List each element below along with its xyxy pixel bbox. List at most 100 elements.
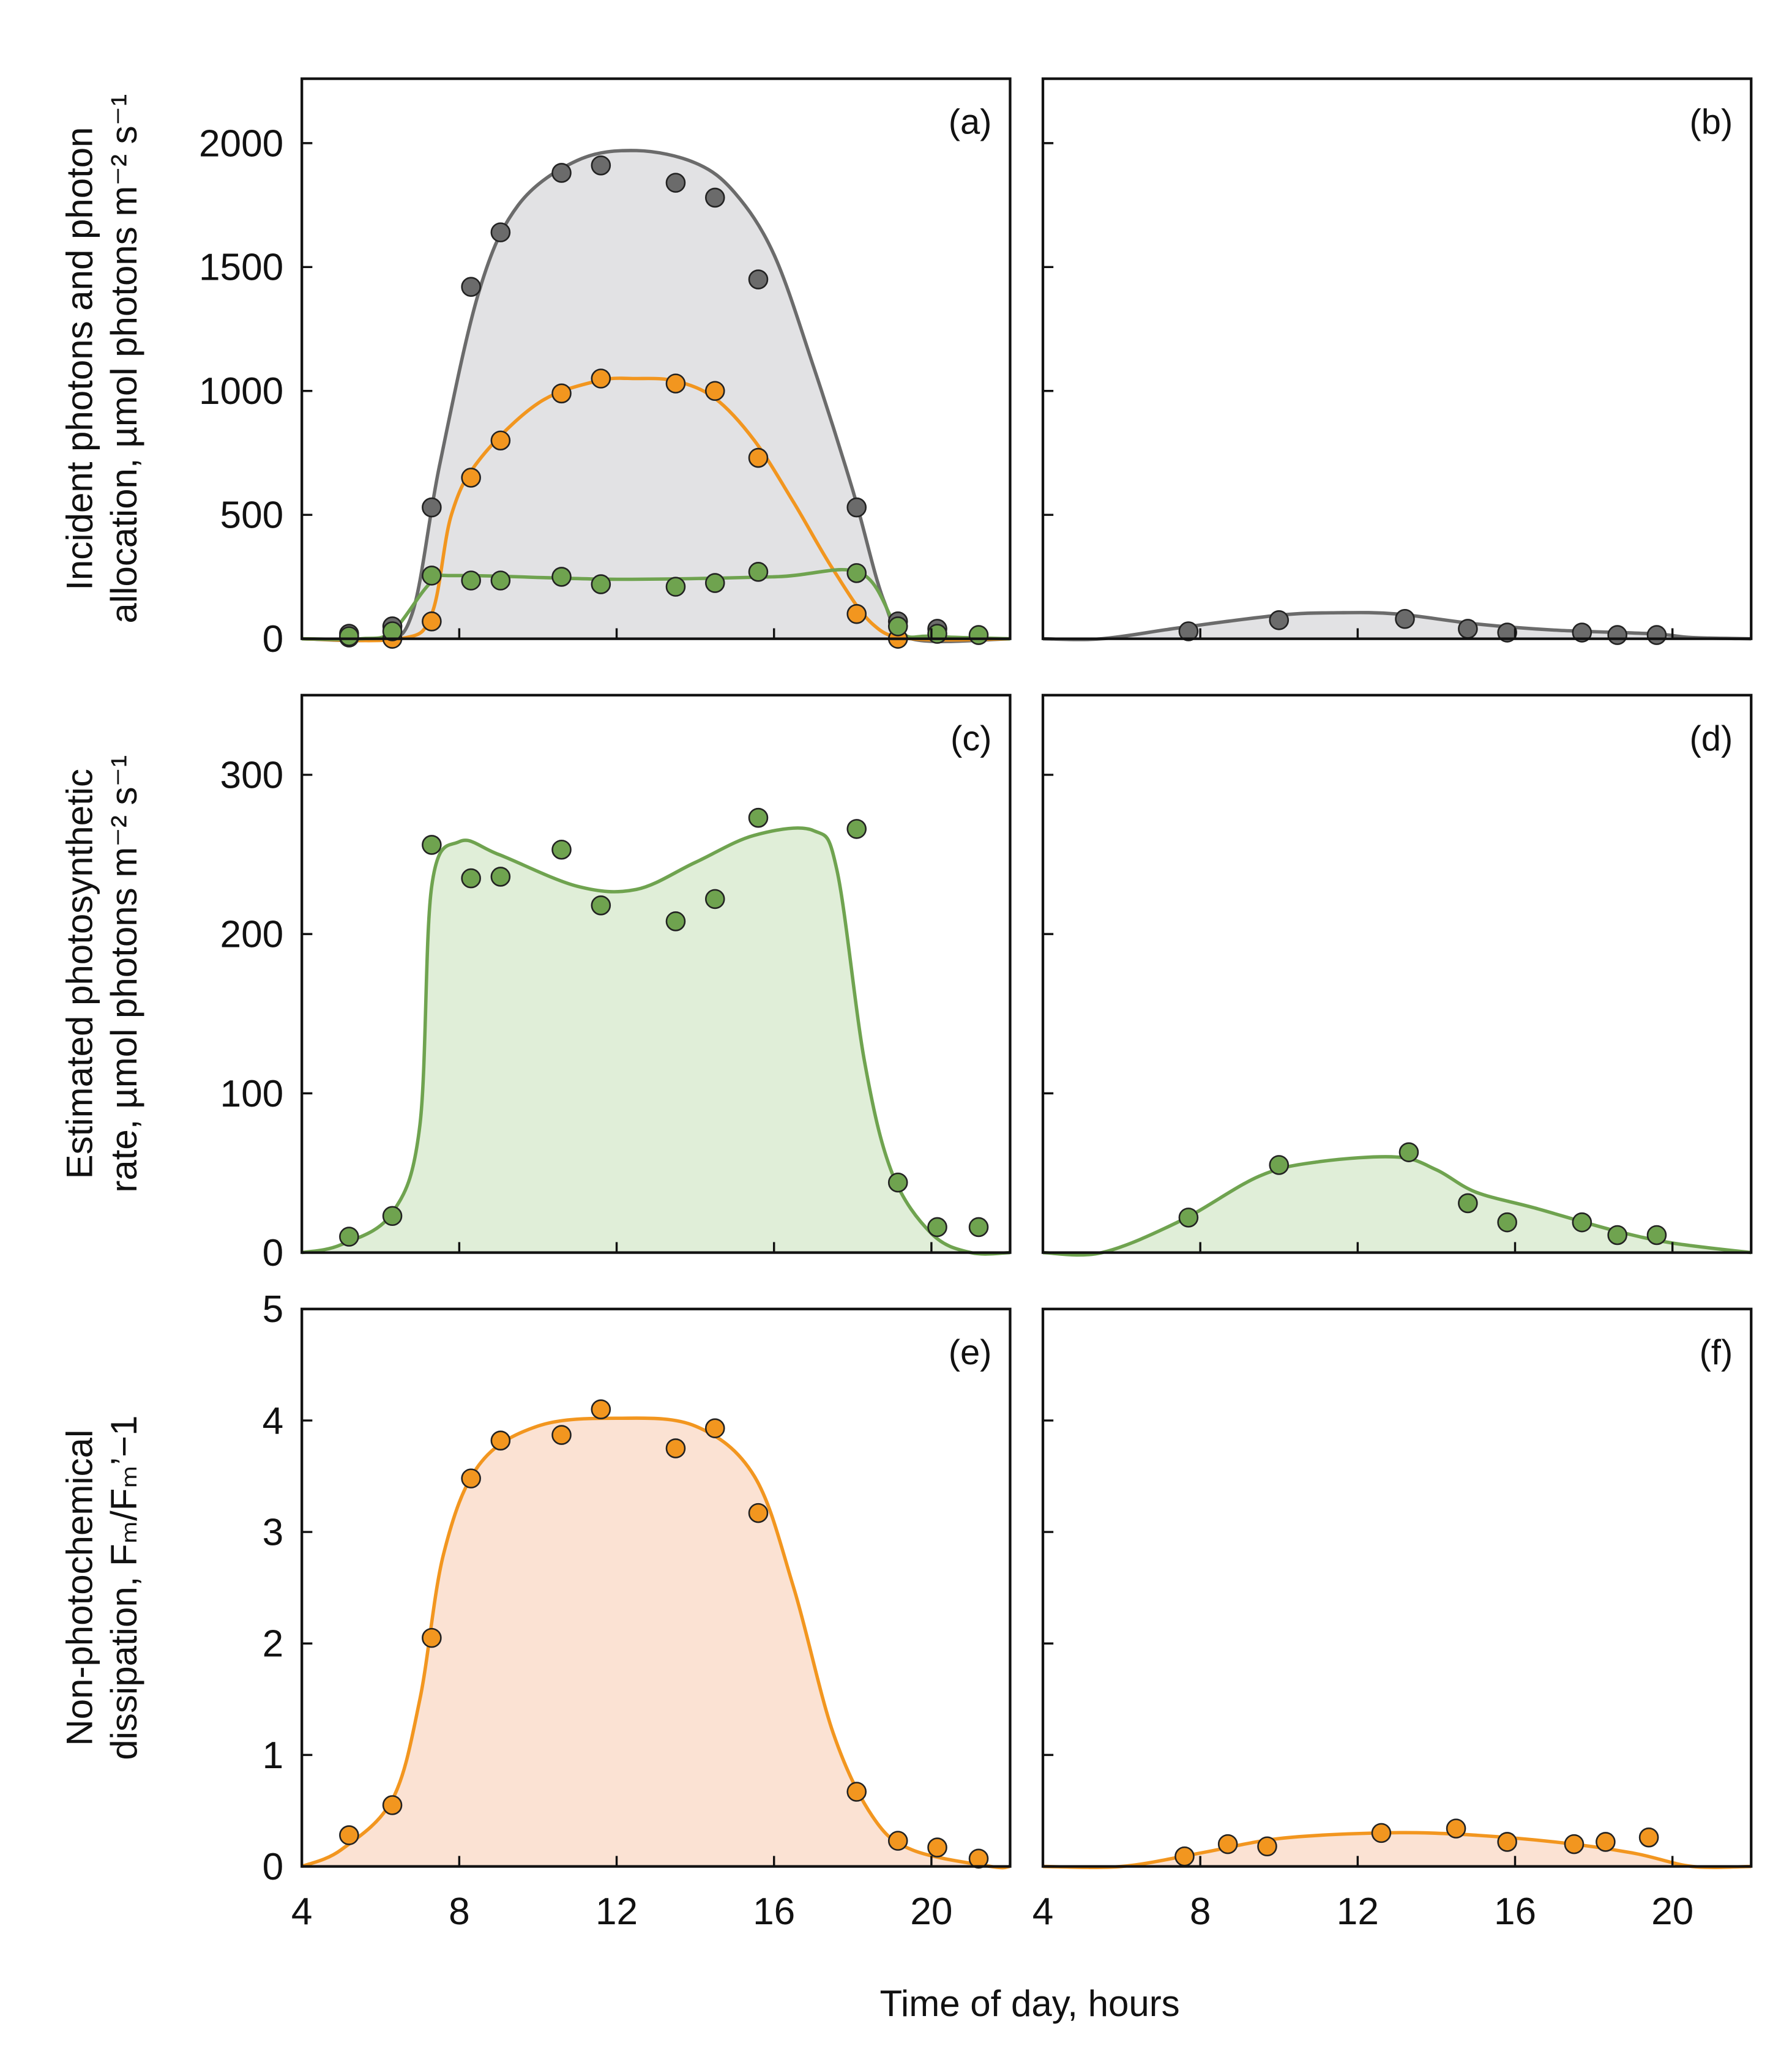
non-photochemical-data-point — [490, 430, 511, 451]
photosynthetic-data-point — [846, 563, 867, 583]
x-tick-label: 20 — [910, 1891, 952, 1933]
plot-frame — [1041, 1307, 1753, 1868]
panel-c: 0 100 200 300 (c) — [220, 693, 1012, 1274]
non-photochemical-fit-line — [301, 1416, 1010, 1870]
non-photochemical-data-point — [551, 1425, 572, 1445]
photosynthetic-data-point — [887, 616, 908, 637]
photosynthetic-data-point — [846, 819, 867, 839]
x-tick-label: 8 — [1190, 1891, 1211, 1933]
plot-frame — [301, 77, 1012, 640]
photosynthetic-data-point — [968, 625, 989, 645]
non-photochemical-data-point — [551, 383, 572, 404]
incident-data-point — [846, 497, 867, 518]
photosynthetic-data-point — [887, 1172, 908, 1193]
y-tick-label: 0 — [263, 1846, 284, 1888]
non-photochemical-data-point — [382, 1795, 403, 1815]
y-tick-label: 2 — [263, 1623, 284, 1665]
y-tick-label: 0 — [263, 618, 284, 660]
non-photochemical-data-point — [748, 447, 769, 468]
photosynthetic-data-point — [1572, 1212, 1592, 1233]
non-photochemical-data-point — [1217, 1834, 1238, 1854]
photosynthetic-data-point — [339, 626, 359, 646]
non-photochemical-data-point — [846, 1782, 867, 1802]
incident-area — [302, 150, 1010, 642]
non-photochemical-fit-line — [1043, 1831, 1752, 1869]
non-photochemical-data-point — [887, 1831, 908, 1851]
non-photochemical-data-point — [422, 611, 442, 632]
panels: Incident photons and photon allocation, µ… — [59, 77, 1753, 1933]
incident-data-point — [591, 155, 611, 176]
incident-data-point — [1395, 608, 1415, 629]
panel-label: (d) — [1690, 719, 1733, 758]
photosynthetic-data-point — [1497, 1212, 1517, 1233]
non-photochemical-area — [1043, 1832, 1752, 1868]
non-photochemical-data-point — [422, 1627, 442, 1648]
photosynthetic-data-point — [422, 566, 442, 586]
photosynthetic-data-point — [1178, 1208, 1199, 1228]
non-photochemical-data-point — [461, 1468, 481, 1488]
photosynthetic-data-point — [551, 839, 572, 860]
incident-data-point — [1646, 625, 1667, 645]
non-photochemical-data-point — [1371, 1823, 1392, 1843]
photosynthetic-data-point — [591, 574, 611, 594]
y-axis-label-line: Non-photochemical — [59, 1430, 100, 1746]
y-axis-label-line: allocation, µmol photons m⁻² s⁻¹ — [103, 94, 144, 624]
photosynthetic-data-point — [461, 868, 481, 889]
y-tick-label: 5 — [263, 1288, 284, 1331]
incident-data-point — [1269, 610, 1290, 630]
x-tick-label: 20 — [1651, 1891, 1693, 1933]
photosynthetic-data-point — [968, 1217, 989, 1238]
y-tick-label: 500 — [220, 495, 284, 537]
non-photochemical-data-point — [846, 603, 867, 624]
photosynthetic-data-point — [339, 1227, 359, 1247]
non-photochemical-data-point — [461, 468, 481, 488]
non-photochemical-data-point — [339, 1825, 359, 1845]
photosynthetic-data-point — [748, 562, 769, 582]
non-photochemical-data-point — [1497, 1832, 1517, 1852]
non-photochemical-data-point — [968, 1848, 989, 1869]
y-tick-label: 1 — [263, 1735, 284, 1777]
incident-data-point — [1497, 622, 1517, 643]
non-photochemical-data-point — [665, 373, 686, 394]
x-tick-label: 16 — [1494, 1891, 1536, 1933]
non-photochemical-data-point — [1257, 1836, 1277, 1857]
incident-data-point — [704, 187, 725, 208]
x-axis-label: Time of day, hours — [879, 1983, 1179, 2024]
panel-d: (d) — [1041, 693, 1753, 1257]
photosynthetic-data-point — [927, 1217, 947, 1238]
non-photochemical-data-point — [591, 1399, 611, 1419]
x-tick-label: 12 — [1337, 1891, 1379, 1933]
plot-frame — [1041, 693, 1753, 1254]
photosynthetic-data-point — [490, 867, 511, 887]
panel-label: (c) — [950, 719, 991, 758]
photosynthetic-data-point — [1458, 1193, 1478, 1214]
non-photochemical-data-point — [1174, 1846, 1195, 1867]
photosynthetic-data-point — [382, 621, 403, 641]
x-tick-label: 12 — [595, 1891, 638, 1933]
y-tick-label: 300 — [220, 754, 284, 796]
non-photochemical-data-point — [591, 368, 611, 389]
non-photochemical-data-point — [704, 1418, 725, 1438]
non-photochemical-data-point — [1638, 1827, 1659, 1848]
incident-data-point — [461, 277, 481, 297]
panel-label: (b) — [1690, 103, 1733, 142]
x-tick-label: 4 — [1032, 1891, 1054, 1933]
plot-frame — [301, 1307, 1012, 1868]
panel-label: (a) — [949, 103, 992, 142]
photosynthetic-data-point — [704, 889, 725, 909]
incident-data-point — [1178, 621, 1199, 641]
incident-data-point — [748, 269, 769, 289]
photosynthetic-data-point — [490, 570, 511, 591]
photosynthetic-data-point — [551, 567, 572, 587]
non-photochemical-data-point — [927, 1837, 947, 1858]
non-photochemical-data-point — [704, 381, 725, 401]
y-tick-label: 1500 — [199, 247, 283, 289]
photosynthetic-data-point — [1398, 1142, 1419, 1162]
photosynthetic-data-point — [382, 1206, 403, 1227]
x-tick-label: 16 — [753, 1891, 795, 1933]
photosynthetic-data-point — [748, 807, 769, 828]
incident-data-point — [422, 497, 442, 518]
y-axis-label-line: Incident photons and photon — [59, 127, 100, 590]
incident-data-point — [1572, 622, 1592, 643]
